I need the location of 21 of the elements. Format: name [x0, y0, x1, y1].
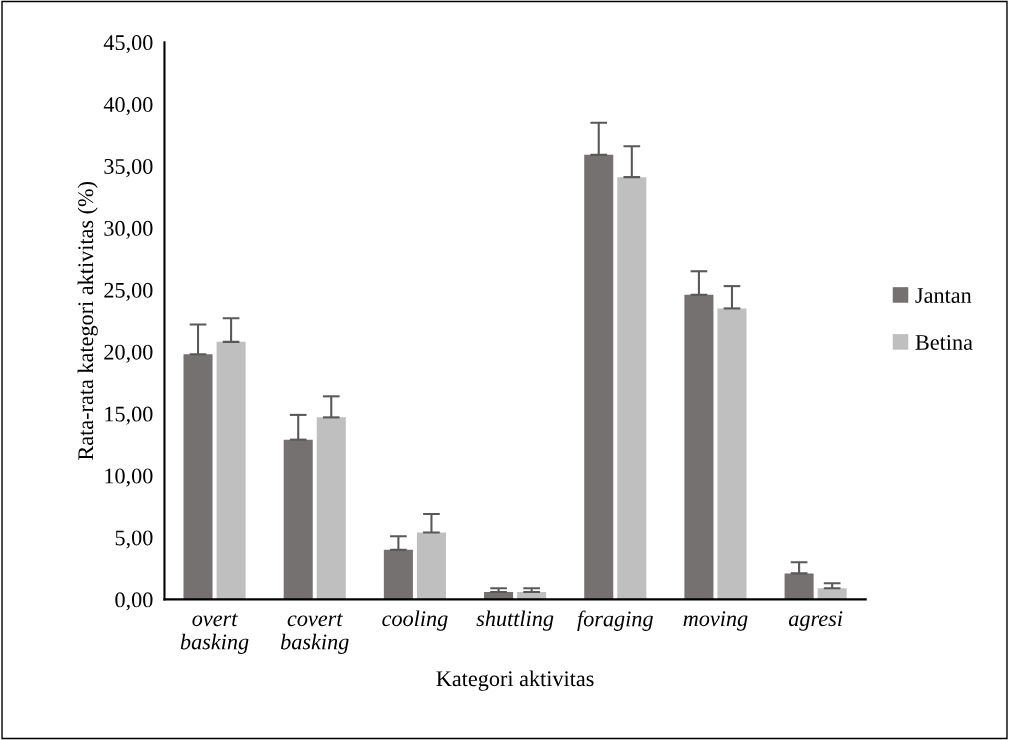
y-tick-label: 0,00 [115, 592, 153, 611]
y-tick-label: 40,00 [103, 97, 153, 116]
y-tick-label: 5,00 [115, 530, 153, 549]
x-tick-label: foraging [577, 610, 653, 631]
y-tick-label: 20,00 [104, 344, 153, 363]
y-axis-title: Rata-rata kategori aktivitas (%) [77, 182, 98, 460]
x-tick-label: overt basking [180, 613, 249, 654]
legend-label: Betina [915, 334, 973, 350]
y-tick-label: 15,00 [105, 406, 153, 425]
x-tick-label: moving [683, 611, 748, 631]
y-tick-label: 10,00 [105, 468, 153, 487]
y-tick-label: 45,00 [103, 35, 153, 54]
x-tick-label: agresi [788, 611, 843, 631]
x-tick-label: shuttling [476, 610, 554, 631]
x-tick-label: covert basking [281, 613, 349, 654]
x-axis-title: Kategori aktivitas [436, 670, 594, 691]
legend-label: Jantan [915, 288, 972, 303]
y-tick-label: 25,00 [104, 282, 153, 301]
x-tick-label: cooling [382, 610, 448, 631]
y-tick-label: 35,00 [104, 158, 153, 178]
y-tick-label: 30,00 [104, 220, 153, 240]
